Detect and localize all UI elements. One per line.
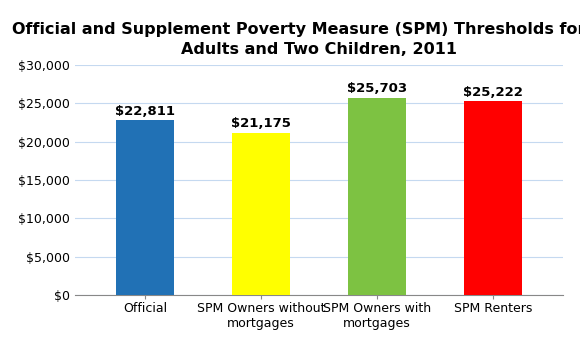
Bar	[464, 102, 522, 295]
Bar	[116, 120, 174, 295]
Text: $25,222: $25,222	[463, 86, 523, 99]
Bar	[232, 132, 290, 295]
Text: $22,811: $22,811	[115, 105, 175, 118]
Text: $21,175: $21,175	[231, 117, 291, 130]
Title: Official and Supplement Poverty Measure (SPM) Thresholds for Two
Adults and Two : Official and Supplement Poverty Measure …	[12, 22, 580, 57]
Text: $25,703: $25,703	[347, 82, 407, 95]
Bar	[348, 98, 406, 295]
